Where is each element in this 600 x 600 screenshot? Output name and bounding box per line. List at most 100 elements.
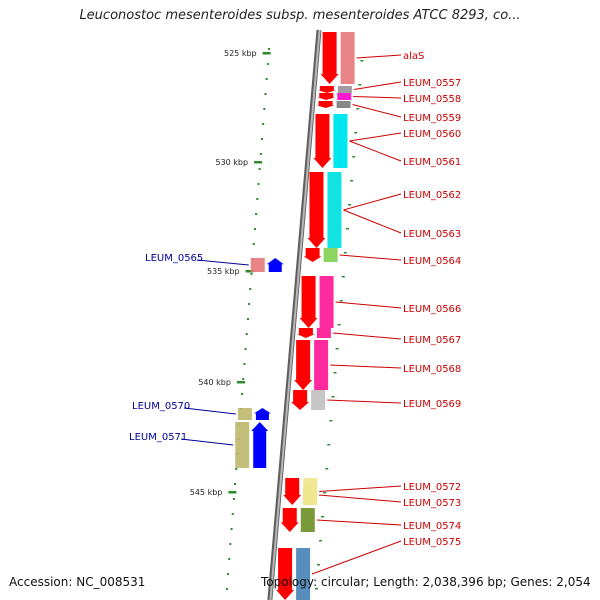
gene-cog-bar (311, 390, 326, 410)
forward-gene-arrow (317, 86, 336, 93)
guide-dot (248, 303, 251, 305)
forward-gene-label: LEUM_0562 (403, 190, 461, 201)
guide-dot (253, 228, 256, 230)
gene-cog-bar (319, 276, 334, 328)
guide-dot (228, 558, 231, 560)
forward-gene-label: alaS (403, 51, 424, 62)
guide-dot (329, 420, 333, 422)
guide-dot (345, 228, 349, 230)
guide-dot (354, 132, 358, 134)
gene-cog-bar (250, 258, 265, 272)
forward-gene-label: LEUM_0564 (403, 256, 461, 267)
forward-gene-arrow (316, 101, 335, 108)
forward-gene-label: LEUM_0560 (403, 129, 461, 140)
guide-dot (358, 84, 362, 86)
map-title: Leuconostoc mesenteroides subsp. mesente… (79, 8, 521, 23)
gene-label-connector (356, 54, 402, 59)
forward-gene-label: LEUM_0558 (403, 94, 461, 105)
gene-label-connector (339, 254, 402, 261)
scale-tick-label: 525 kbp (224, 49, 257, 58)
guide-dot (350, 180, 354, 182)
scale-tick-label: 535 kbp (207, 267, 240, 276)
scale-ticks: 525 kbp 530 kbp 535 kbp 540 kbp 545 kbp (190, 49, 271, 497)
scale-tick-mark (228, 491, 237, 494)
guide-dot (244, 348, 247, 350)
gene-cog-bar (340, 32, 355, 84)
guide-dot (319, 540, 323, 542)
gene-cog-bar (314, 340, 329, 390)
gene-label-connector (316, 519, 402, 526)
guide-dot (323, 492, 327, 494)
forward-gene-label: LEUM_0575 (403, 537, 461, 548)
guide-dot (343, 252, 347, 254)
gene-label-connector (343, 193, 402, 211)
reverse-gene-arrow (251, 422, 269, 468)
guide-dot (339, 300, 343, 302)
gene-label-connector (318, 494, 402, 503)
gene-cog-bar (327, 172, 342, 248)
genome-summary-text: Topology: circular; Length: 2,038,396 bp… (261, 575, 591, 589)
forward-gene-label: LEUM_0566 (403, 304, 461, 315)
forward-gene-arrow (276, 548, 295, 600)
gene-label-connector (343, 209, 402, 234)
gene-label-connector (349, 132, 402, 142)
guide-dot (341, 276, 345, 278)
guide-dot (235, 468, 238, 470)
guide-dot (257, 183, 260, 185)
guide-dot (264, 93, 267, 95)
guide-dot (242, 378, 245, 380)
guide-dot (225, 588, 228, 590)
guide-dot (258, 168, 261, 170)
accession-text: Accession: NC_008531 (9, 575, 146, 589)
forward-gene-label: LEUM_0569 (403, 399, 461, 410)
gene-cog-bar (337, 93, 352, 100)
guide-dot (230, 528, 233, 530)
forward-gene-label: LEUM_0574 (403, 521, 461, 532)
guide-dot (227, 573, 230, 575)
forward-gene-arrow (299, 276, 318, 328)
guide-dot (243, 363, 246, 365)
gene-cog-bar (323, 248, 338, 262)
scale-tick-mark (254, 161, 263, 164)
forward-gene-arrow (296, 328, 315, 338)
gene-label-connector (353, 81, 402, 90)
guide-dot (356, 108, 360, 110)
reverse-gene-arrow (266, 258, 284, 272)
gene-cog-bar (300, 508, 315, 532)
scale-tick-mark (245, 270, 254, 273)
guide-dot (249, 288, 252, 290)
forward-gene-arrow (317, 93, 336, 100)
guide-dot (268, 48, 270, 50)
guide-dot (265, 78, 268, 80)
reverse-gene-label: LEUM_0571 (129, 432, 187, 443)
gene-label-connector (311, 540, 402, 575)
forward-gene-label: LEUM_0567 (403, 335, 461, 346)
guide-dot (335, 348, 339, 350)
guide-dot (241, 393, 244, 395)
guide-dot (348, 204, 352, 206)
gene-cog-bar (302, 485, 317, 505)
guide-dot (316, 564, 320, 566)
backbone-highlight (269, 29, 321, 600)
gene-label-connector (180, 438, 234, 446)
forward-gene-arrow (313, 114, 332, 168)
guide-dot (250, 273, 253, 275)
guide-dot (262, 123, 265, 125)
reverse-gene-label: LEUM_0565 (145, 253, 203, 264)
gene-cog-bar (333, 114, 348, 168)
gene-cog-bar (316, 328, 331, 338)
guide-dot (232, 498, 235, 500)
gene-cog-bar (337, 86, 352, 93)
guide-dot (314, 588, 318, 590)
forward-gene-label: LEUM_0561 (403, 157, 461, 168)
guide-dot (321, 516, 325, 518)
forward-gene-label: LEUM_0568 (403, 364, 461, 375)
forward-gene-label: LEUM_0563 (403, 229, 461, 240)
scale-tick-label: 545 kbp (190, 488, 223, 497)
forward-gene-label: LEUM_0572 (403, 482, 461, 493)
guide-dot (252, 243, 255, 245)
scale-tick-label: 530 kbp (215, 158, 248, 167)
gene-label-connector (349, 140, 402, 162)
